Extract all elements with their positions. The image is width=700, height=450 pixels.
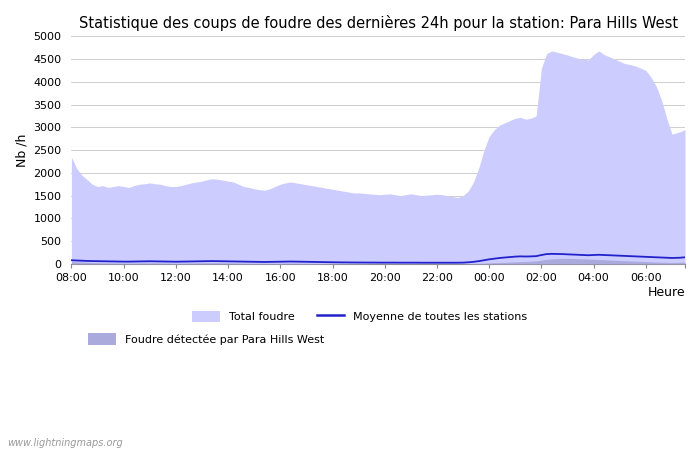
Legend: Foudre détectée par Para Hills West: Foudre détectée par Para Hills West	[88, 333, 324, 345]
X-axis label: Heure: Heure	[648, 286, 685, 299]
Title: Statistique des coups de foudre des dernières 24h pour la station: Para Hills We: Statistique des coups de foudre des dern…	[78, 15, 678, 31]
Y-axis label: Nb /h: Nb /h	[15, 133, 28, 167]
Text: www.lightningmaps.org: www.lightningmaps.org	[7, 438, 122, 448]
